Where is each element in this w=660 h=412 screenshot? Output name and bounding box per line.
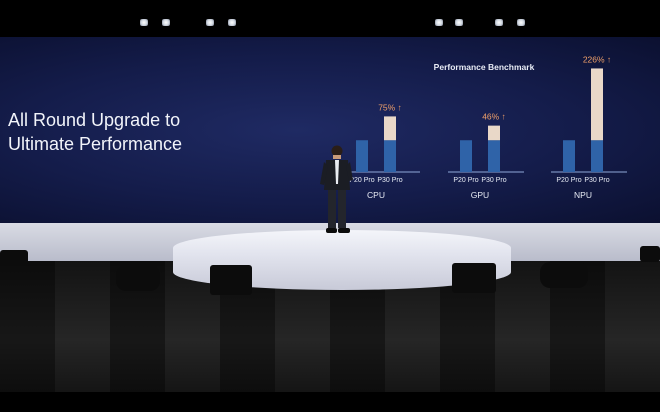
bar-p30-gain-cpu [384,116,396,141]
bar-p30-base-npu [591,140,603,172]
tick-label-p20-npu: P20 Pro [556,177,581,184]
slide-headline: All Round Upgrade to Ultimate Performanc… [8,108,182,156]
letterbox-bottom [0,392,660,412]
headline-line-1: All Round Upgrade to [8,110,181,130]
tick-label-p20-cpu: P20 Pro [349,177,374,184]
bar-p30-gain-gpu [488,125,500,141]
bar-p30-base-cpu [384,140,396,172]
group-label-gpu: GPU [471,190,489,200]
bar-p20-npu [563,140,575,172]
stage-monitor-speaker [540,262,588,288]
bar-p30-gain-npu [591,68,603,141]
stage-monitor-speaker [210,265,252,295]
group-label-npu: NPU [574,190,592,200]
tick-label-p30-npu: P30 Pro [584,177,609,184]
stage-light [495,19,503,26]
bar-p20-gpu [460,140,472,172]
gain-label-gpu: 46% ↑ [482,112,506,122]
stage-monitor-speaker [452,263,496,293]
gain-label-cpu: 75% ↑ [378,102,402,112]
stage-light [228,19,236,26]
letterbox-top [0,0,660,22]
stage-light [162,19,170,26]
bar-p20-cpu [356,140,368,172]
gain-label-npu: 226% ↑ [583,54,611,64]
stage-light [435,19,443,26]
tick-label-p30-gpu: P30 Pro [481,177,506,184]
stage-light [140,19,148,26]
stage-monitor-speaker [116,265,160,291]
headline-line-2: Ultimate Performance [8,134,183,154]
bar-p30-base-gpu [488,140,500,172]
stage-light [517,19,525,26]
stage-light [206,19,214,26]
chart-title: Performance Benchmark [434,62,535,72]
tick-label-p20-gpu: P20 Pro [453,177,478,184]
presenter-figure [320,145,353,233]
group-label-cpu: CPU [367,190,385,200]
benchmark-chart: Performance Benchmark 75% ↑P20 Pro P30 Pr… [344,54,627,200]
stage-monitor-speaker [640,246,660,262]
tick-label-p30-cpu: P30 Pro [377,177,402,184]
stage-monitor-speaker [0,250,28,266]
stage-light [455,19,463,26]
